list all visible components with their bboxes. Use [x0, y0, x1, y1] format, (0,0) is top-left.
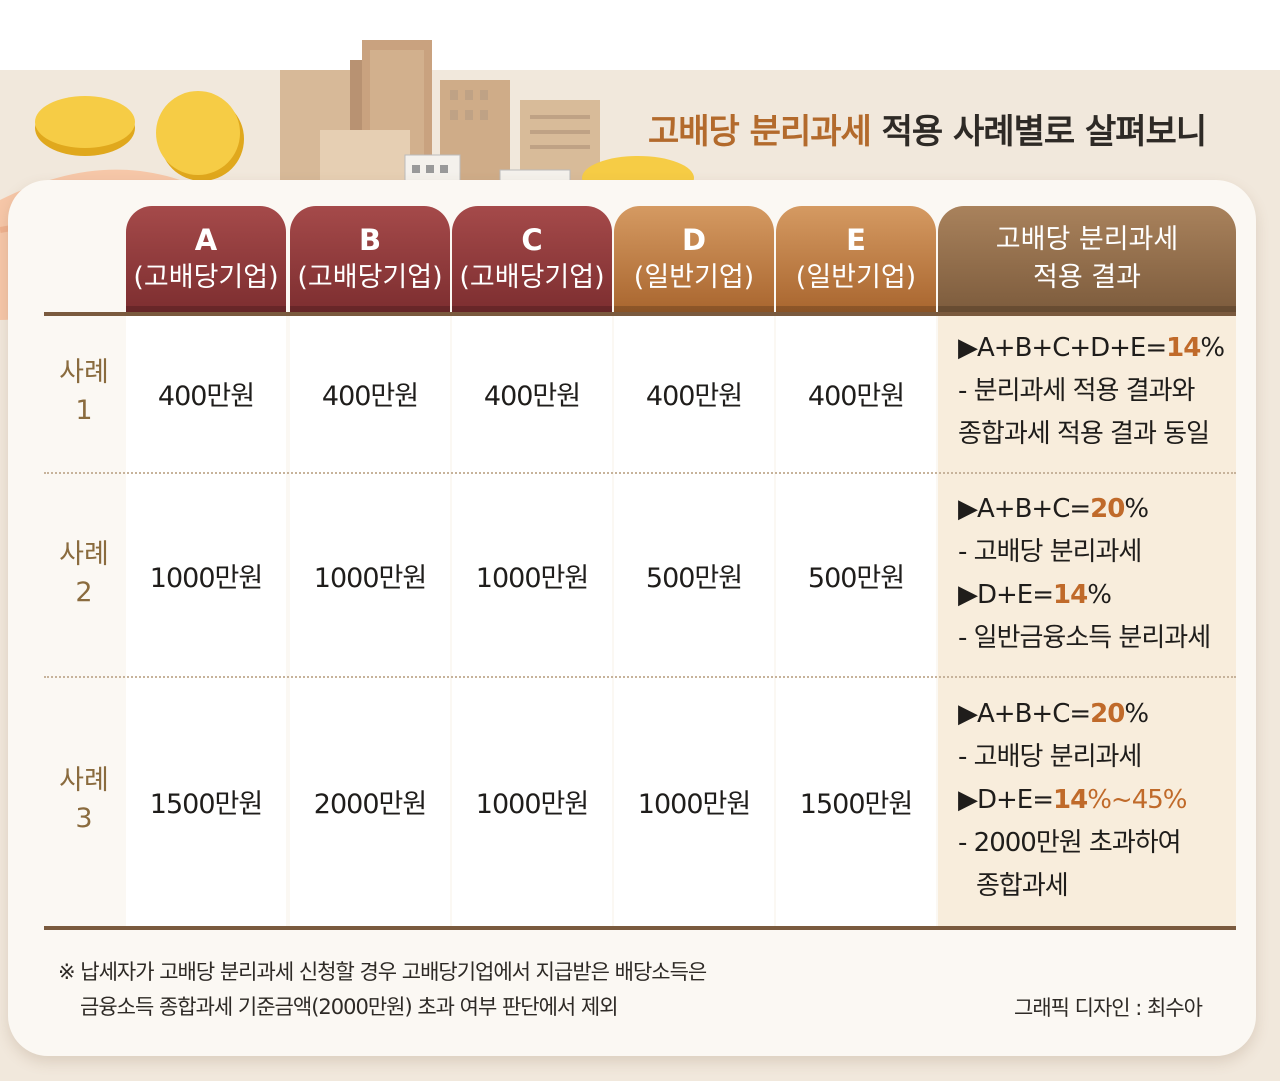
cell-value: 500만원 — [645, 563, 743, 594]
cell-value: 500만원 — [807, 563, 905, 594]
column-background-e — [776, 316, 936, 926]
header-b: B (고배당기업) — [290, 206, 450, 312]
row-label-2: 사례 2 — [59, 539, 109, 608]
cell-value: 1500만원 — [149, 789, 263, 820]
graphic-credit: 그래픽 디자인 : 최수아 — [1014, 996, 1203, 1020]
cell-value: 400만원 — [645, 381, 743, 412]
cell-value: 1000만원 — [637, 789, 751, 820]
header-divider — [44, 312, 1236, 316]
header-d: D (일반기업) — [614, 206, 774, 312]
cell-value: 2000만원 — [313, 789, 427, 820]
cell-value: 400만원 — [807, 381, 905, 412]
gold-coin-icon — [156, 91, 244, 181]
header-c: C (고배당기업) — [452, 206, 612, 312]
column-background-d — [614, 316, 774, 926]
cell-value: 1000만원 — [149, 563, 263, 594]
cell-value: 400만원 — [321, 381, 419, 412]
column-background-b — [290, 316, 450, 926]
cell-value: 1000만원 — [475, 789, 589, 820]
header-a: A (고배당기업) — [126, 206, 286, 312]
cell-value: 1000만원 — [313, 563, 427, 594]
result-cell-3: ▶A+B+C=20% - 고배당 분리과세 ▶D+E=14%~45% - 200… — [958, 699, 1187, 901]
header-result: 고배당 분리과세 적용 결과 — [938, 206, 1236, 312]
gold-coin-icon — [35, 96, 135, 156]
top-background — [0, 0, 1280, 70]
row-label-1: 사례 1 — [59, 357, 109, 426]
page-title: 고배당 분리과세 적용 사례별로 살펴보니 — [648, 112, 1207, 152]
footnote: ※ 납세자가 고배당 분리과세 신청할 경우 고배당기업에서 지급받은 배당소득… — [58, 960, 707, 1019]
table-bottom-divider — [44, 926, 1236, 930]
column-background-c — [452, 316, 612, 926]
cell-value: 400만원 — [483, 381, 581, 412]
row-divider — [44, 676, 1236, 678]
result-cell-2: ▶A+B+C=20% - 고배당 분리과세 ▶D+E=14% - 일반금융소득 … — [958, 494, 1211, 653]
row-label-3: 사례 3 — [59, 765, 109, 834]
result-cell-1: ▶A+B+C+D+E=14% - 분리과세 적용 결과와 종합과세 적용 결과 … — [958, 333, 1225, 449]
row-divider — [44, 472, 1236, 474]
column-background-a — [126, 316, 286, 926]
cell-value: 1000만원 — [475, 563, 589, 594]
cell-value: 1500만원 — [799, 789, 913, 820]
cell-value: 400만원 — [157, 381, 255, 412]
result-column-background — [938, 316, 1236, 926]
header-e: E (일반기업) — [776, 206, 936, 312]
